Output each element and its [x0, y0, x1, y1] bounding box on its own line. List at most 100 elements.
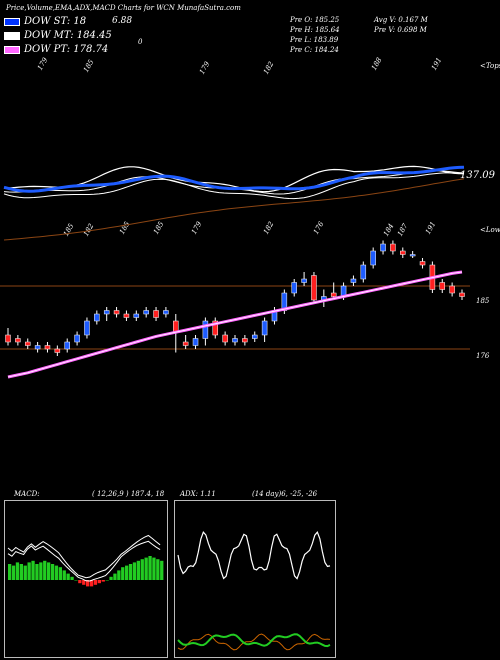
macd-bar: [19, 564, 23, 580]
pre-open: Pre O: 185.25: [290, 16, 340, 24]
candle-body: [192, 338, 199, 346]
candle-body: [330, 292, 337, 297]
candle-body: [291, 282, 297, 294]
candle-body: [74, 334, 80, 343]
legend-item-pt: DOW PT: 178.74: [4, 44, 108, 55]
macd-signal-line: [7, 534, 161, 579]
candle-body: [103, 310, 110, 315]
macd-bar: [70, 576, 74, 580]
adx-plus-di-line: [177, 633, 331, 648]
macd-bar: [82, 580, 86, 585]
macd-bar: [50, 564, 55, 580]
candle-body: [34, 345, 41, 350]
macd-params: ( 12,26,9 ) 187.4, 18: [92, 490, 165, 498]
macd-bar: [121, 567, 125, 580]
candle-body: [370, 250, 376, 266]
price-label-185: 185: [476, 297, 490, 305]
macd-bar: [125, 565, 129, 580]
macd-bar: [117, 570, 121, 580]
candle-body: [5, 334, 11, 343]
macd-bar: [43, 560, 47, 580]
macd-bar: [66, 573, 70, 580]
macd-panel: [4, 500, 168, 658]
candle-body: [113, 310, 120, 315]
macd-bar: [35, 564, 39, 580]
adx-line: [177, 531, 331, 580]
candle-body: [301, 278, 307, 283]
candle-body: [212, 320, 219, 336]
candle-body: [44, 345, 51, 350]
candle-body: [24, 341, 31, 346]
candle-body: [232, 338, 238, 343]
candle-body: [163, 310, 169, 315]
macd-bar: [156, 559, 160, 580]
macd-bar: [58, 567, 62, 580]
candle-body: [311, 275, 317, 301]
macd-bar: [93, 580, 98, 585]
candle-body: [439, 282, 446, 290]
pre-close: Pre C: 184.24: [290, 46, 339, 54]
macd-bar: [11, 565, 16, 580]
macd-bar: [89, 580, 94, 587]
candle-body: [242, 338, 248, 343]
adx-panel: [174, 500, 336, 658]
macd-bar: [132, 562, 137, 580]
ema-value-label: 137.09: [460, 170, 495, 181]
legend-swatch-pt: [4, 45, 20, 54]
candle-body: [54, 348, 61, 353]
legend-item-mt: DOW MT: 184.45: [4, 30, 112, 41]
macd-bar: [31, 560, 35, 580]
candle-body: [64, 341, 70, 350]
lows-label: <Lows: [480, 226, 500, 234]
macd-bar: [97, 580, 101, 584]
candle-body: [251, 334, 258, 339]
macd-bar: [74, 580, 78, 581]
candle-body: [390, 243, 396, 252]
chart-title: Price,Volume,EMA,ADX,MACD Charts for WCN…: [6, 4, 241, 12]
macd-bar: [128, 564, 133, 580]
price-label-176: 176: [476, 352, 490, 360]
macd-bar: [109, 576, 113, 580]
pre-volume: Pre V: 0.698 M: [374, 26, 427, 34]
candle-body: [360, 264, 367, 280]
candle-body: [94, 313, 100, 322]
candle-body: [173, 320, 179, 332]
adx-params: (14 day)6, -25, -26: [252, 490, 318, 498]
candle-body: [202, 320, 209, 339]
price-line: [3, 165, 465, 193]
candle-body: [261, 320, 268, 336]
macd-bar: [23, 565, 27, 580]
tops-label: <Tops: [480, 62, 500, 70]
macd-bar: [148, 556, 152, 580]
candle-body: [409, 254, 416, 257]
pre-low: Pre L: 183.89: [290, 36, 339, 44]
legend-label-pt: DOW PT: 178.74: [24, 44, 109, 55]
macd-bar: [136, 560, 140, 580]
candle-body: [380, 243, 386, 252]
macd-bar: [152, 557, 156, 580]
macd-bar: [144, 557, 148, 580]
ema-line-1: [3, 172, 465, 200]
macd-bar: [8, 564, 12, 580]
dow-pt-line: [7, 270, 463, 379]
macd-bar: [54, 565, 59, 580]
macd-label: MACD:: [14, 490, 40, 498]
candle-body: [153, 310, 159, 318]
candle-body: [459, 292, 465, 297]
macd-bar: [78, 580, 82, 584]
macd-bar: [105, 580, 109, 581]
macd-bar: [86, 580, 90, 587]
pre-high: Pre H: 185.64: [290, 26, 340, 34]
macd-bar: [160, 560, 164, 580]
legend-swatch-mt: [4, 31, 20, 40]
dow-pt-line-core: [7, 271, 463, 378]
macd-bar: [15, 562, 20, 580]
macd-bar: [101, 580, 105, 582]
candle-body: [419, 261, 426, 266]
avg-volume: Avg V: 0.167 M: [374, 16, 428, 24]
candle-body: [350, 278, 357, 283]
macd-bar: [27, 562, 31, 580]
legend-label-mt: DOW MT: 184.45: [24, 30, 112, 41]
candle-body: [222, 334, 228, 343]
